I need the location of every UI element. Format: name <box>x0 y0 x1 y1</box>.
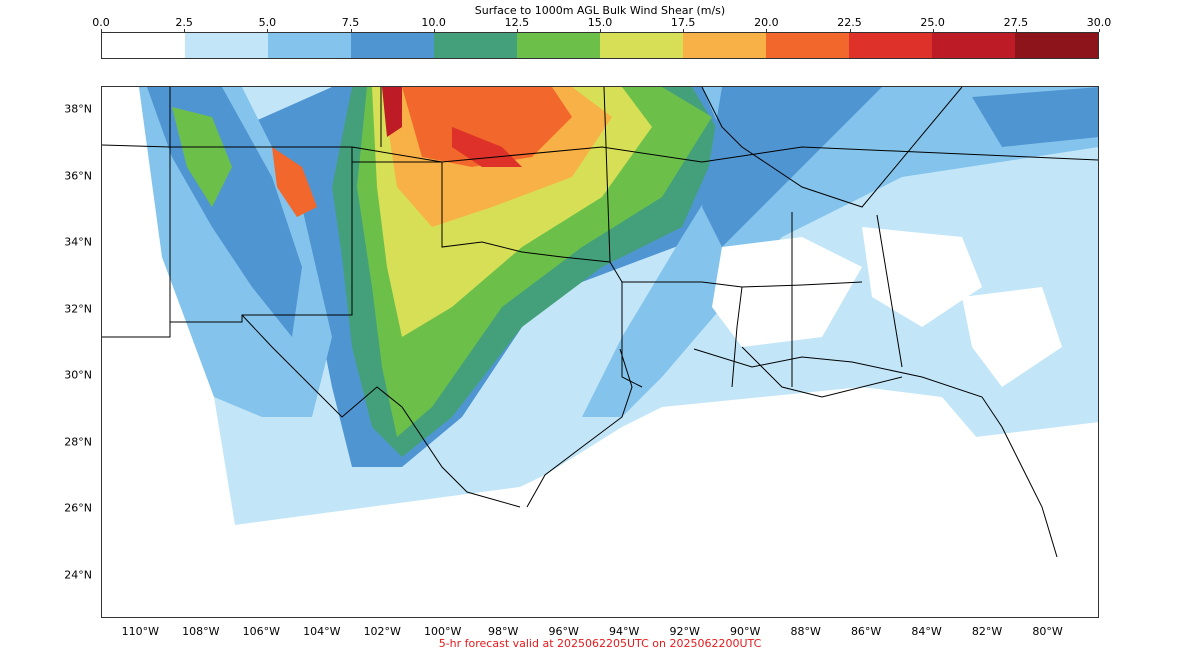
colorbar-segment <box>766 33 849 58</box>
colorbar-tick-label: 30.0 <box>1086 16 1112 29</box>
longitude-label: 104°W <box>303 625 341 638</box>
latitude-label: 38°N <box>64 102 92 116</box>
colorbar-segment <box>517 33 600 58</box>
latitude-label: 24°N <box>64 568 92 582</box>
longitude-label: 106°W <box>242 625 280 638</box>
colorbar-tick-mark <box>350 29 352 32</box>
colorbar-segment <box>600 33 683 58</box>
colorbar-segment <box>1015 33 1098 58</box>
longitude-label: 108°W <box>182 625 220 638</box>
colorbar-tick-label: 25.0 <box>920 16 945 29</box>
colorbar-segment <box>849 33 932 58</box>
longitude-label: 88°W <box>790 625 821 638</box>
colorbar-tick-label: 22.5 <box>837 16 862 29</box>
colorbar <box>101 32 1099 59</box>
colorbar-tick-label: 0.0 <box>92 16 110 29</box>
colorbar-segment <box>932 33 1015 58</box>
latitude-label: 30°N <box>64 368 92 382</box>
colorbar-tick-mark <box>184 29 186 32</box>
longitude-label: 110°W <box>121 625 159 638</box>
colorbar-tick-label: 5.0 <box>258 16 277 29</box>
longitude-label: 94°W <box>609 625 640 638</box>
colorbar-tick-label: 2.5 <box>175 16 193 29</box>
colorbar-tick-label: 15.0 <box>587 16 613 29</box>
longitude-label: 100°W <box>424 625 462 638</box>
wind-shear-map <box>102 87 1098 617</box>
longitude-label: 82°W <box>971 625 1003 638</box>
longitude-label: 84°W <box>911 625 942 638</box>
colorbar-tick-mark <box>101 29 102 32</box>
latitude-label: 26°N <box>64 501 92 515</box>
colorbar-segment <box>185 33 268 58</box>
latitude-label: 36°N <box>64 169 92 183</box>
colorbar-tick-mark <box>849 29 851 32</box>
shear-field <box>102 87 1098 617</box>
colorbar-tick-mark <box>267 29 269 32</box>
colorbar-tick-mark <box>600 29 601 32</box>
colorbar-segment <box>683 33 766 58</box>
colorbar-tick-label: 7.5 <box>341 16 360 29</box>
colorbar-segment <box>351 33 434 58</box>
colorbar-tick-mark <box>932 29 934 32</box>
colorbar-tick-label: 27.5 <box>1003 16 1029 29</box>
map-frame <box>101 86 1099 618</box>
longitude-label: 80°W <box>1032 625 1063 638</box>
colorbar-tick-mark <box>683 29 685 32</box>
colorbar-tick-mark <box>516 29 518 32</box>
longitude-label: 86°W <box>850 625 882 638</box>
state-borders <box>102 87 1098 558</box>
colorbar-tick-label: 17.5 <box>670 16 696 29</box>
latitude-label: 34°N <box>64 235 92 249</box>
longitude-label: 90°W <box>729 625 761 638</box>
longitude-label: 102°W <box>363 625 401 638</box>
colorbar-tick-label: 10.0 <box>421 16 446 29</box>
colorbar-tick-mark <box>1099 29 1100 32</box>
colorbar-segment <box>268 33 351 58</box>
colorbar-tick-mark <box>766 29 768 32</box>
longitude-label: 92°W <box>669 625 700 638</box>
colorbar-tick-mark <box>433 29 435 32</box>
forecast-footer: 5-hr forecast valid at 2025062205UTC on … <box>438 637 762 650</box>
colorbar-segment <box>434 33 517 58</box>
latitude-label: 28°N <box>64 435 92 449</box>
longitude-label: 96°W <box>548 625 579 638</box>
colorbar-tick-label: 20.0 <box>754 16 779 29</box>
colorbar-title: Surface to 1000m AGL Bulk Wind Shear (m/… <box>474 4 726 17</box>
colorbar-tick-mark <box>1015 29 1017 32</box>
latitude-label: 32°N <box>64 302 92 316</box>
colorbar-segment <box>102 33 185 58</box>
longitude-label: 98°W <box>488 625 519 638</box>
colorbar-tick-label: 12.5 <box>504 16 530 29</box>
